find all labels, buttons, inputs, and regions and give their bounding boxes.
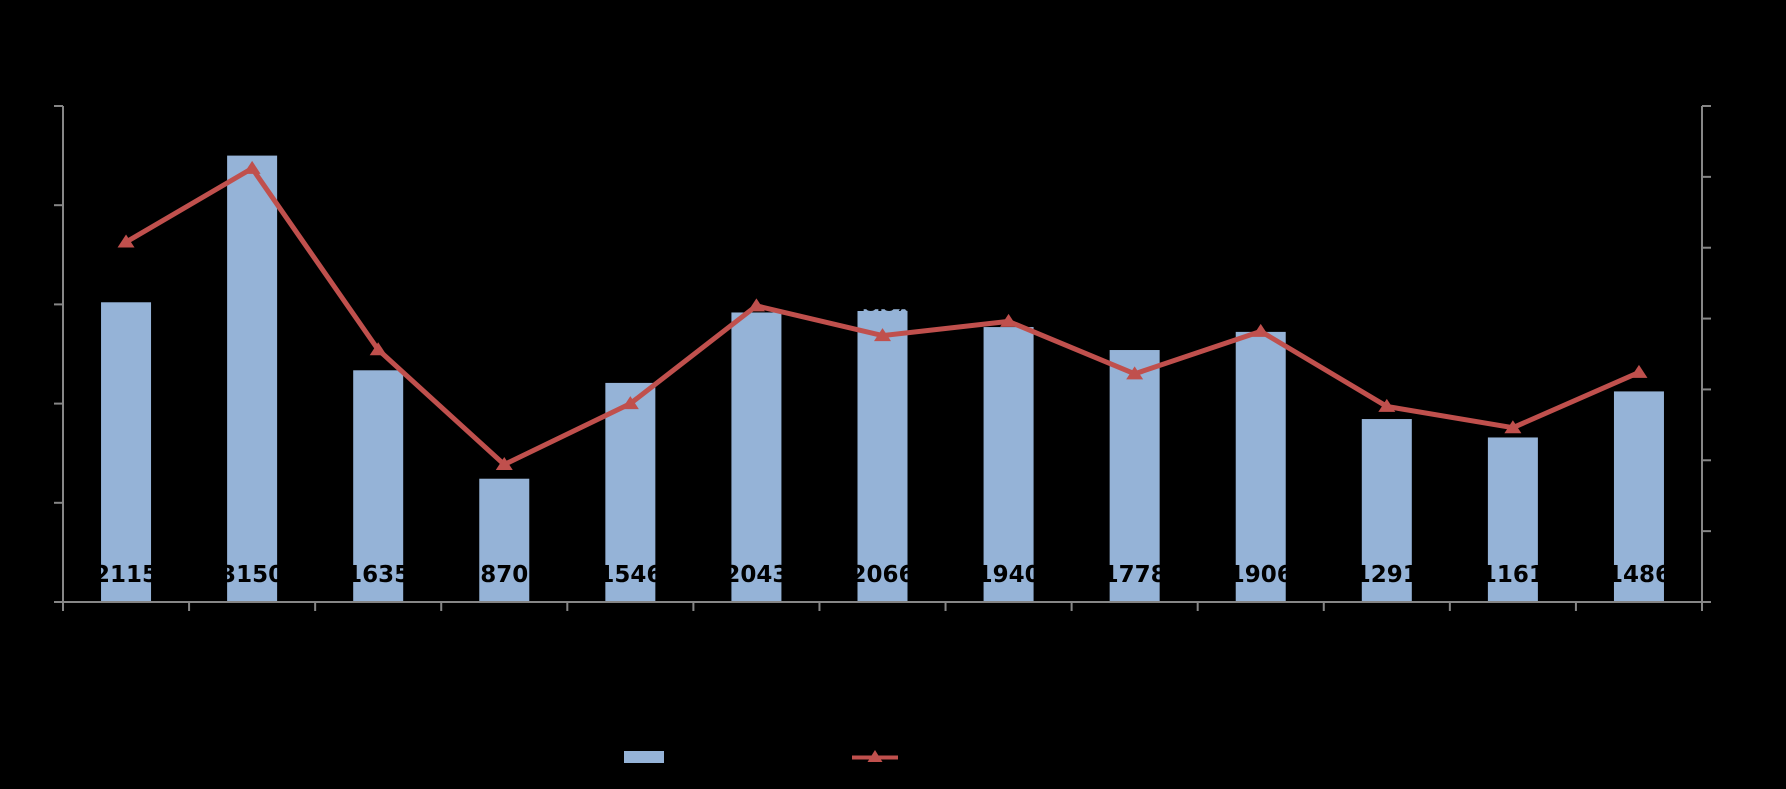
line-marker [243, 160, 261, 174]
line-marker [874, 328, 891, 342]
bar [353, 370, 404, 602]
line-marker [1000, 313, 1018, 327]
line-marker [369, 342, 387, 356]
bar-value-label: 2115 [94, 562, 158, 588]
bar-value-label: 2043 [724, 562, 788, 588]
bar [479, 478, 530, 602]
line-marker [1378, 398, 1396, 412]
bar-value-label: 1778 [1103, 562, 1167, 588]
bar-value-label: 1161 [1481, 562, 1545, 588]
obscured-data-label: 18.8% [853, 296, 912, 316]
bar-value-label: 1635 [346, 562, 410, 588]
bar [1109, 350, 1160, 602]
line-marker [1630, 364, 1648, 378]
bar-value-label: 1906 [1229, 562, 1293, 588]
legend-swatch-bar [624, 751, 664, 763]
line-marker [495, 457, 513, 471]
bar [983, 327, 1034, 602]
bar-value-label: 870 [480, 562, 528, 588]
line-marker [117, 234, 135, 248]
line-marker [747, 298, 765, 312]
bar [1361, 419, 1412, 602]
bar-value-label: 1291 [1355, 562, 1419, 588]
bar-value-label: 3150 [220, 562, 284, 588]
line-marker [1126, 366, 1144, 380]
bar [1235, 331, 1286, 602]
bar [101, 302, 152, 602]
bar-value-label: 1546 [598, 562, 662, 588]
line-marker [621, 396, 639, 410]
bar [605, 382, 656, 602]
bar [731, 312, 782, 602]
legend-swatch-line-marker [867, 750, 883, 762]
bar-value-label: 2066 [850, 562, 914, 588]
line-marker [1504, 420, 1522, 434]
bar [857, 309, 908, 602]
bar-value-label: 1486 [1607, 562, 1671, 588]
bar [1613, 391, 1664, 602]
bar-value-label: 1940 [977, 562, 1041, 588]
line-marker [1252, 323, 1270, 337]
bar [227, 155, 278, 602]
bar [1487, 437, 1538, 602]
